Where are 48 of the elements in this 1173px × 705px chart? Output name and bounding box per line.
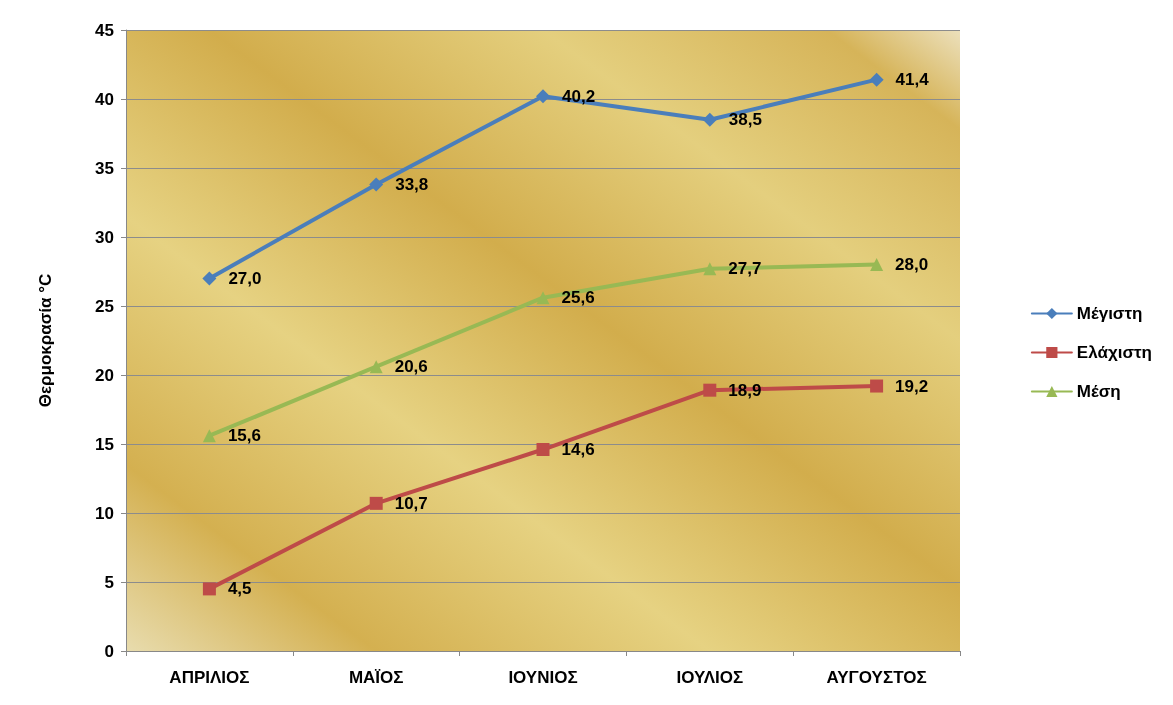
point (536, 291, 550, 305)
point (702, 112, 717, 127)
data-label: 10,7 (394, 493, 428, 513)
data-label: 28,0 (895, 255, 929, 275)
data-label: 27,0 (228, 268, 262, 288)
point (536, 443, 550, 457)
data-label: 33,8 (395, 175, 429, 195)
point (369, 496, 383, 510)
point (536, 89, 550, 104)
y-tick-label: 45 (95, 20, 114, 40)
y-axis-title: Θερμοκρασία °C (36, 273, 55, 408)
legend-label: Μέση (1076, 382, 1121, 401)
data-label: 27,7 (728, 259, 762, 279)
y-tick-label: 0 (104, 641, 114, 661)
point (870, 379, 884, 393)
data-label: 14,6 (561, 440, 595, 460)
data-label: 18,9 (728, 380, 762, 400)
point (703, 383, 717, 397)
y-tick-label: 15 (95, 434, 114, 454)
point (202, 271, 217, 286)
data-label: 20,6 (394, 357, 428, 377)
x-tick-label: ΑΠΡΙΛΙΟΣ (169, 668, 250, 687)
x-tick-label: ΙΟΥΝΙΟΣ (508, 668, 578, 687)
y-tick-label: 5 (104, 572, 114, 592)
point (202, 429, 216, 443)
legend-label: Μέγιστη (1076, 304, 1143, 323)
y-tick-label: 35 (95, 158, 114, 178)
point (869, 72, 884, 87)
y-tick-label: 25 (95, 296, 114, 316)
y-tick-label: 30 (95, 227, 114, 247)
point (703, 262, 717, 276)
data-label: 41,4 (895, 70, 930, 90)
data-label: 38,5 (728, 110, 762, 130)
point (202, 582, 216, 596)
data-label: 19,2 (895, 376, 929, 396)
data-label: 25,6 (561, 288, 595, 308)
data-label: 4,5 (227, 579, 252, 599)
point (369, 360, 383, 374)
y-tick-label: 10 (95, 503, 114, 523)
legend-label: Ελάχιστη (1076, 343, 1153, 362)
x-tick-label: ΙΟΥΛΙΟΣ (676, 668, 744, 687)
x-tick-label: ΑΥΓΟΥΣΤΟΣ (826, 668, 927, 687)
point (870, 258, 884, 272)
y-tick-label: 20 (95, 365, 114, 385)
point (369, 177, 384, 192)
y-tick-label: 40 (95, 89, 114, 109)
x-tick-label: ΜΑΪΟΣ (348, 668, 404, 687)
data-label: 15,6 (227, 426, 261, 446)
